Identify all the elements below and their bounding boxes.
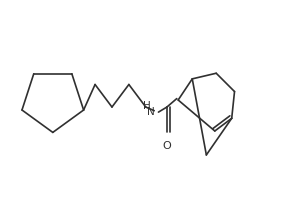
Text: N: N	[147, 107, 155, 117]
Text: H: H	[143, 101, 151, 111]
Text: O: O	[163, 141, 171, 151]
